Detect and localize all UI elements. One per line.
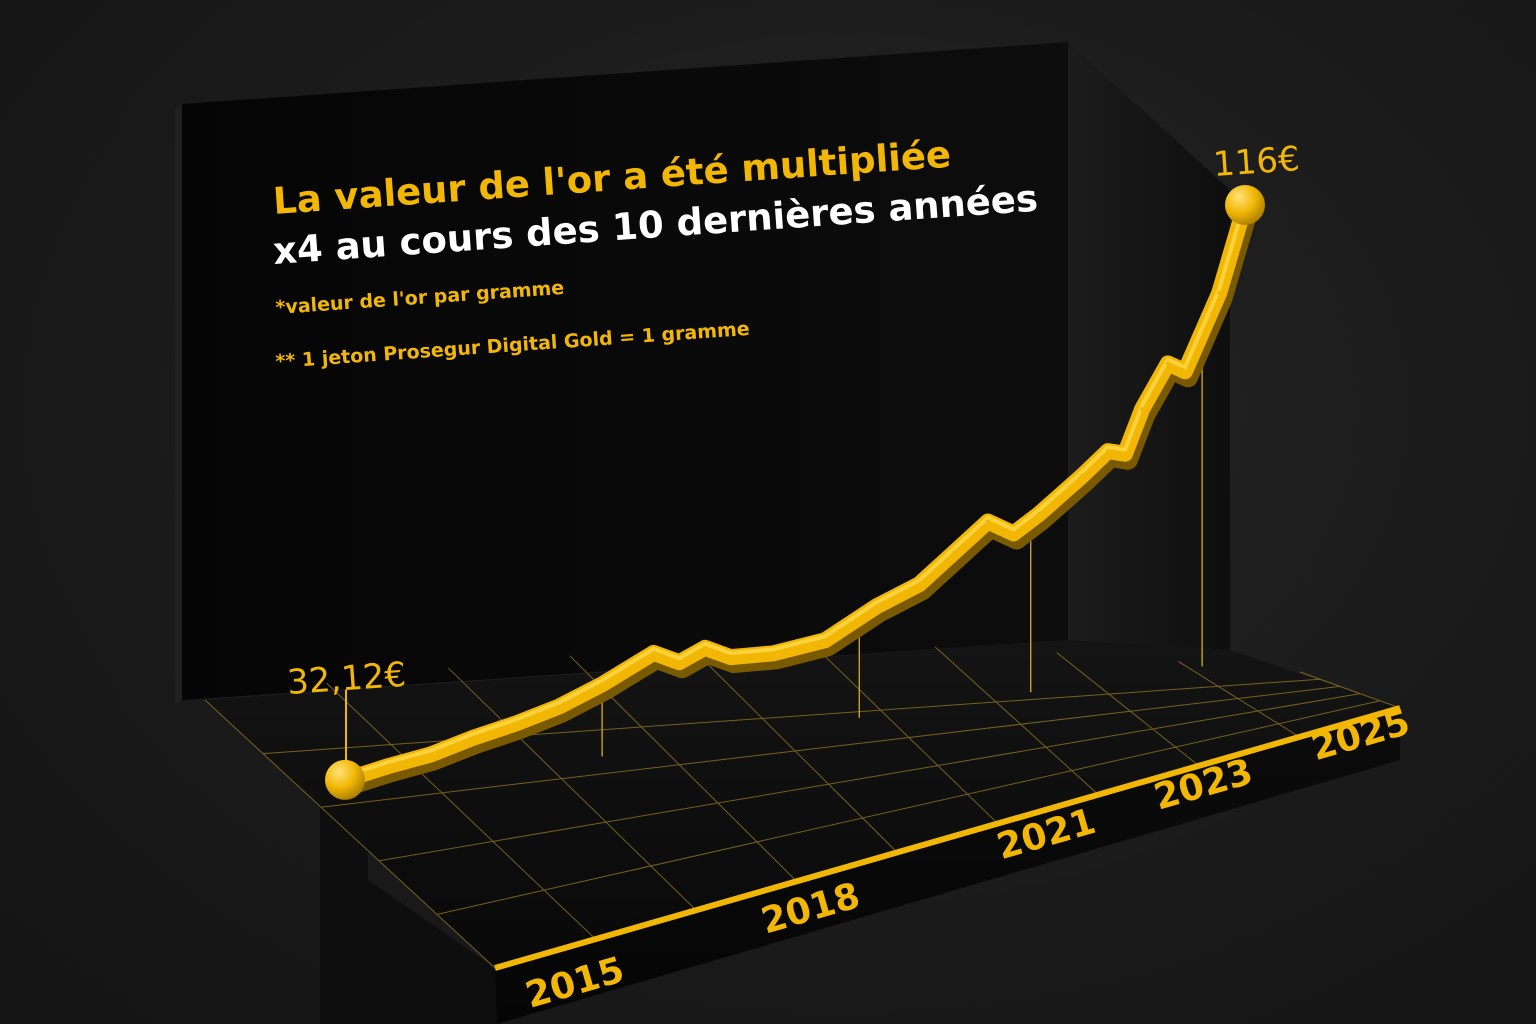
data-point-12 bbox=[823, 638, 827, 643]
data-point-2 bbox=[428, 752, 433, 757]
grid-line-11 bbox=[1056, 652, 1200, 767]
back-panel bbox=[182, 42, 1068, 700]
grid-line-9 bbox=[812, 644, 999, 824]
back-panel-edge bbox=[175, 104, 182, 705]
grid-line-12 bbox=[1178, 661, 1300, 738]
data-point-24 bbox=[1183, 369, 1187, 374]
front-face bbox=[495, 708, 1400, 1024]
left-step-face bbox=[320, 790, 497, 1024]
grid-line-5 bbox=[326, 682, 596, 940]
data-point-18 bbox=[1037, 511, 1042, 516]
data-point-22 bbox=[1140, 407, 1145, 412]
data-point-3 bbox=[471, 735, 476, 740]
data-point-1 bbox=[385, 764, 390, 769]
grid-line-6 bbox=[447, 667, 697, 911]
series-line-group bbox=[337, 197, 1258, 796]
data-point-8 bbox=[677, 660, 682, 665]
data-point-9 bbox=[703, 645, 707, 650]
data-point-20 bbox=[1105, 449, 1110, 454]
data-point-11 bbox=[771, 651, 776, 656]
right-block bbox=[1068, 42, 1230, 650]
start-value-label: 32,12€ bbox=[286, 655, 407, 703]
data-point-17 bbox=[1011, 531, 1016, 536]
data-point-16 bbox=[985, 519, 990, 524]
data-point-4 bbox=[514, 721, 519, 726]
grid-line-4 bbox=[204, 699, 496, 969]
grid-line-8 bbox=[691, 647, 898, 853]
front-accent-line bbox=[494, 705, 1401, 971]
endpoint-markers bbox=[325, 185, 1265, 800]
data-point-19 bbox=[1080, 473, 1085, 478]
grid-line-0 bbox=[262, 678, 1321, 755]
data-point-7 bbox=[651, 650, 656, 655]
data-point-13 bbox=[874, 604, 879, 609]
data-point-23 bbox=[1165, 361, 1170, 366]
grid-line-2 bbox=[378, 693, 1361, 862]
grid-line-1 bbox=[320, 685, 1341, 808]
data-point-21 bbox=[1123, 451, 1127, 456]
grid-line-10 bbox=[934, 646, 1099, 796]
end-marker bbox=[1225, 185, 1265, 225]
data-point-15 bbox=[951, 550, 956, 555]
grid-line-13 bbox=[1299, 671, 1401, 709]
data-point-10 bbox=[728, 655, 733, 660]
end-value-label: 116€ bbox=[1212, 139, 1301, 185]
data-point-5 bbox=[557, 704, 562, 709]
data-point-14 bbox=[917, 582, 922, 587]
grid-line-3 bbox=[436, 700, 1381, 915]
data-point-6 bbox=[600, 682, 605, 687]
series-line-highlight bbox=[344, 200, 1247, 778]
data-point-25 bbox=[1217, 290, 1222, 295]
start-marker bbox=[325, 759, 365, 800]
